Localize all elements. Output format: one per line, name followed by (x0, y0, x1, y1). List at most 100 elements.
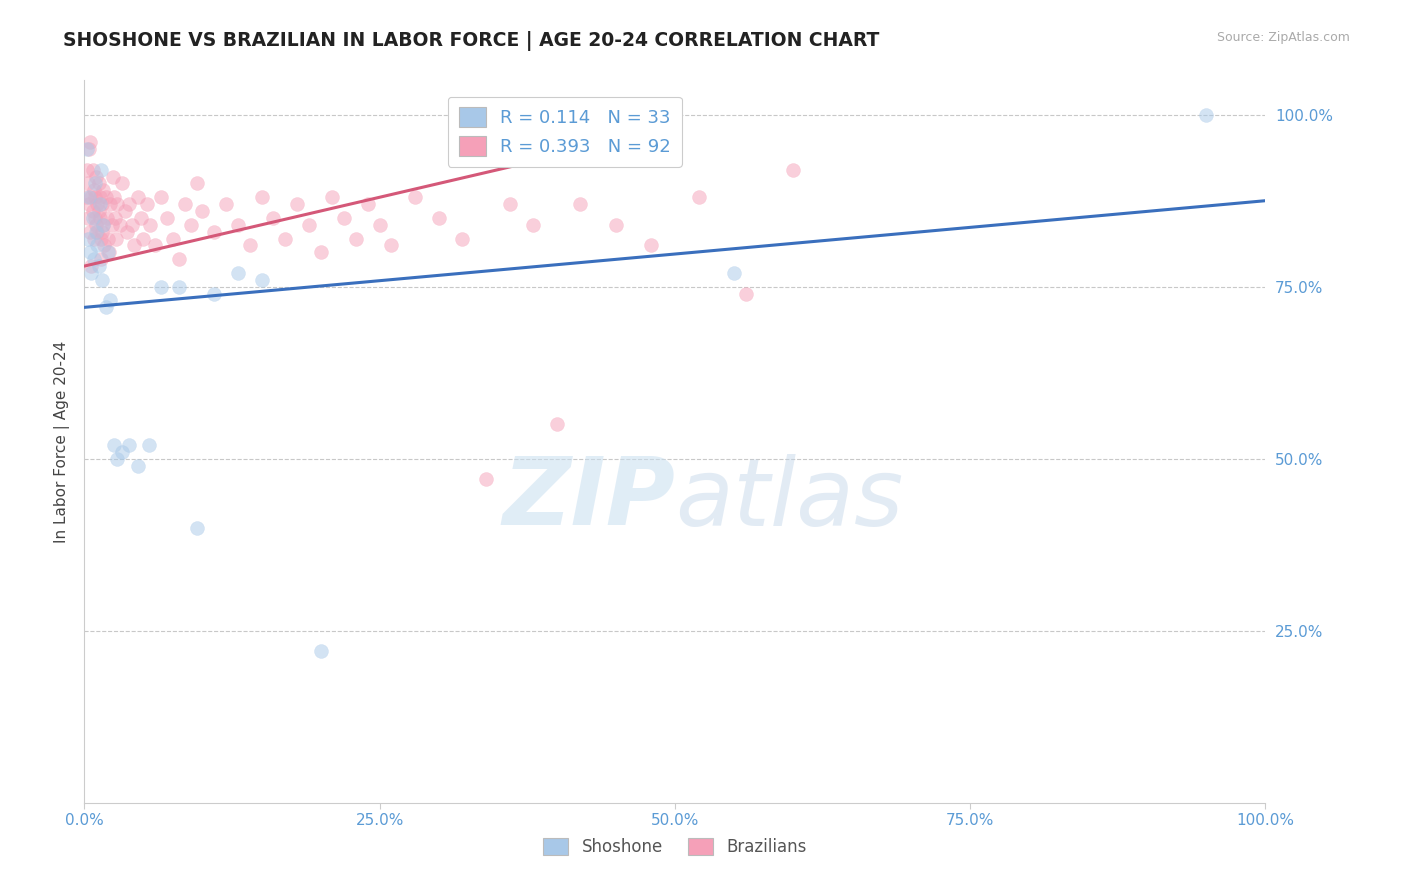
Point (84, 177, 107, 191)
Point (79, 225, 101, 239)
Point (77, 190, 100, 204)
Point (321, 190, 343, 204)
Point (115, 225, 138, 239)
Point (84, 218, 107, 232)
Point (569, 197, 592, 211)
Point (132, 231, 155, 245)
Point (103, 190, 125, 204)
Point (451, 231, 474, 245)
Point (86, 197, 108, 211)
Point (127, 458, 149, 473)
Point (143, 238, 166, 252)
Point (285, 197, 308, 211)
Point (368, 218, 391, 232)
Point (94, 190, 117, 204)
Point (91, 218, 114, 232)
Point (118, 197, 141, 211)
Point (129, 211, 152, 225)
Text: atlas: atlas (675, 454, 903, 545)
Point (139, 218, 162, 232)
Point (111, 445, 134, 459)
Point (127, 190, 149, 204)
Point (77, 197, 100, 211)
Point (79, 135, 101, 149)
Point (138, 438, 160, 452)
Point (84, 190, 107, 204)
Point (77, 177, 100, 191)
Point (640, 238, 662, 252)
Point (80, 190, 103, 204)
Point (167, 279, 190, 293)
Point (90, 231, 112, 245)
Point (136, 197, 159, 211)
Point (309, 245, 332, 260)
Point (84, 225, 107, 239)
Point (77, 211, 100, 225)
Point (103, 438, 125, 452)
Point (298, 218, 321, 232)
Point (75, 190, 97, 204)
Point (380, 238, 402, 252)
Point (98, 293, 121, 308)
Point (97, 245, 120, 260)
Point (89, 197, 111, 211)
Point (122, 238, 145, 252)
Point (186, 177, 208, 191)
Point (98, 245, 121, 260)
Point (250, 273, 273, 287)
Point (734, 286, 756, 301)
Point (80, 266, 103, 280)
Point (605, 218, 627, 232)
Point (87, 177, 110, 191)
Point (186, 520, 208, 534)
Point (150, 279, 173, 293)
Point (91, 225, 114, 239)
Point (333, 211, 356, 225)
Point (782, 162, 804, 177)
Point (173, 197, 195, 211)
Point (108, 218, 131, 232)
Point (546, 417, 568, 432)
Point (239, 238, 262, 252)
Point (82, 211, 104, 225)
Point (274, 231, 297, 245)
Point (89, 190, 111, 204)
Text: SHOSHONE VS BRAZILIAN IN LABOR FORCE | AGE 20-24 CORRELATION CHART: SHOSHONE VS BRAZILIAN IN LABOR FORCE | A… (63, 31, 880, 51)
Point (688, 190, 710, 204)
Point (202, 286, 225, 301)
Point (150, 190, 173, 204)
Point (105, 231, 128, 245)
Point (77, 231, 100, 245)
Point (250, 190, 273, 204)
Point (191, 204, 214, 219)
Point (90, 252, 112, 267)
Point (86, 238, 108, 252)
Point (93, 238, 115, 252)
Point (344, 231, 367, 245)
Point (114, 204, 136, 219)
Point (1195, 108, 1218, 122)
Text: Source: ZipAtlas.com: Source: ZipAtlas.com (1216, 31, 1350, 45)
Point (226, 218, 249, 232)
Point (100, 218, 122, 232)
Point (90, 162, 112, 177)
Point (101, 169, 124, 184)
Point (118, 438, 141, 452)
Point (202, 225, 225, 239)
Point (84, 169, 107, 184)
Point (91, 273, 114, 287)
Point (76, 142, 98, 156)
Point (76, 162, 98, 177)
Point (309, 644, 332, 658)
Point (96, 211, 118, 225)
Point (111, 177, 134, 191)
Text: ZIP: ZIP (502, 453, 675, 545)
Point (215, 197, 238, 211)
Point (83, 231, 105, 245)
Point (77, 142, 100, 156)
Point (97, 231, 120, 245)
Point (91, 197, 114, 211)
Point (107, 197, 129, 211)
Point (79, 245, 101, 260)
Point (262, 211, 284, 225)
